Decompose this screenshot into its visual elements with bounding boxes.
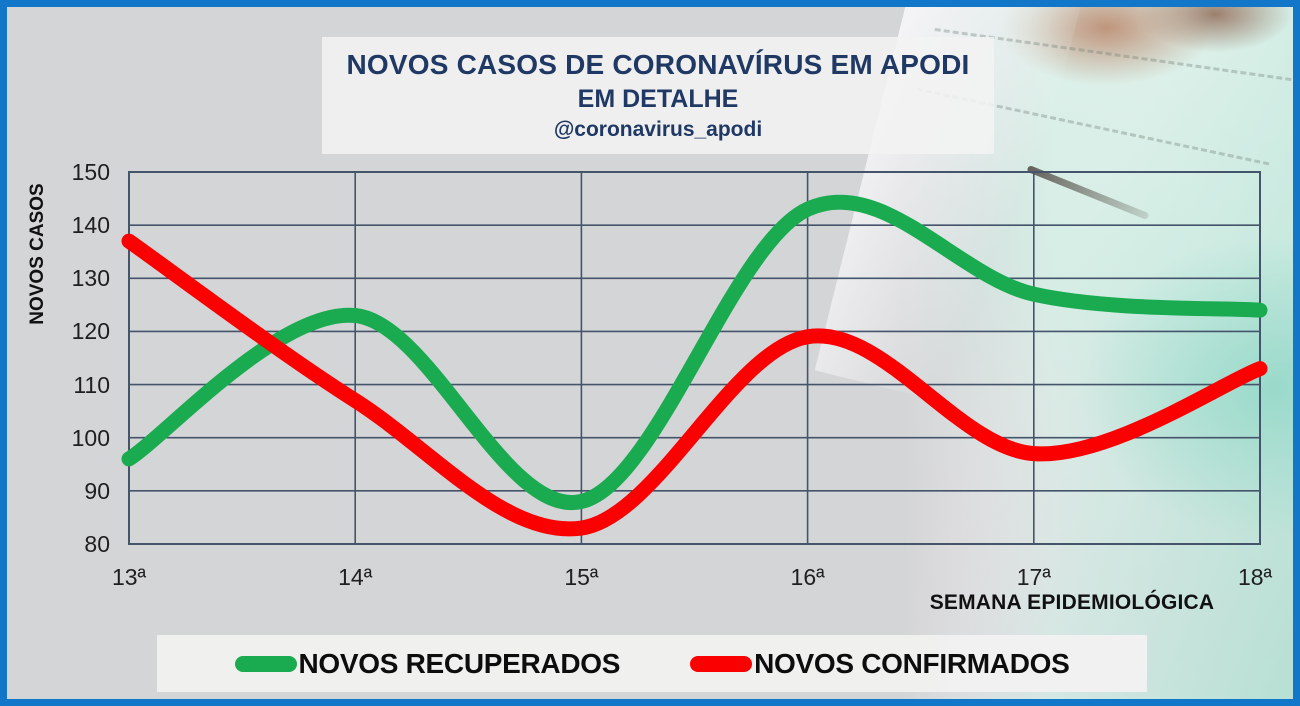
x-tick-label: 15ª [564, 564, 599, 590]
legend-item-recuperados: NOVOS RECUPERADOS [234, 647, 621, 680]
y-tick-label: 130 [71, 265, 110, 292]
instagram-handle: @coronavirus_apodi [553, 118, 763, 141]
glasses-shadow [1026, 164, 1150, 221]
x-tick-label: 18ª [1237, 564, 1273, 590]
x-tick-label: 16ª [790, 564, 825, 590]
legend-item-confirmados: NOVOS CONFIRMADOS [690, 647, 1070, 680]
chart-subtitle: EM DETALHE [577, 85, 739, 113]
legend-label-confirmados: NOVOS CONFIRMADOS [754, 647, 1070, 679]
y-tick-label: 100 [71, 424, 110, 451]
x-tick-label: 17ª [1016, 564, 1051, 590]
x-tick-label: 14ª [338, 564, 373, 590]
legend-label-recuperados: NOVOS RECUPERADOS [298, 647, 621, 679]
y-tick-label: 150 [71, 159, 110, 185]
y-tick-label: 80 [84, 531, 110, 557]
legend-marker-recuperados [234, 655, 297, 672]
x-tick-label: 13ª [111, 564, 147, 590]
x-axis-title: SEMANA EPIDEMIOLÓGICA [929, 591, 1215, 614]
chart-title-box: NOVOS CASOS DE CORONAVÍRUS EM APODI EM D… [322, 37, 994, 154]
y-tick-label: 110 [73, 371, 110, 398]
legend: NOVOS RECUPERADOS NOVOS CONFIRMADOS [157, 635, 1147, 692]
chart-title: NOVOS CASOS DE CORONAVÍRUS EM APODI [346, 49, 970, 80]
legend-marker-confirmados [690, 655, 753, 672]
y-tick-label: 140 [71, 212, 110, 239]
y-tick-label: 90 [84, 477, 110, 504]
y-tick-label: 120 [71, 318, 110, 345]
